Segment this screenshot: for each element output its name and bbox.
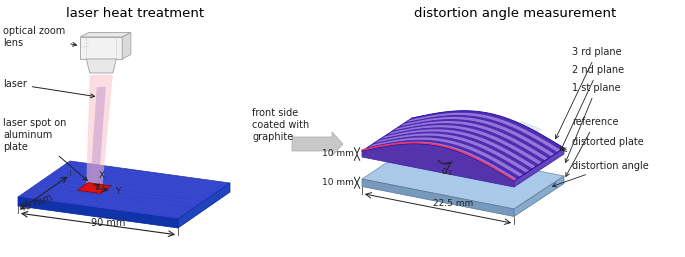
Text: laser heat treatment: laser heat treatment — [66, 7, 204, 20]
Polygon shape — [399, 117, 555, 156]
Polygon shape — [403, 115, 558, 154]
Polygon shape — [362, 179, 514, 216]
Polygon shape — [397, 119, 551, 158]
Text: 45 mm: 45 mm — [18, 192, 54, 214]
Polygon shape — [514, 176, 564, 216]
Polygon shape — [90, 87, 105, 191]
Polygon shape — [362, 142, 517, 181]
Polygon shape — [123, 32, 131, 59]
Polygon shape — [384, 127, 539, 167]
Text: optical zoom
lens: optical zoom lens — [3, 26, 77, 48]
Polygon shape — [406, 113, 561, 152]
Text: front side
coated with
graphite: front side coated with graphite — [252, 108, 309, 142]
Polygon shape — [409, 111, 564, 150]
Polygon shape — [514, 148, 564, 187]
Polygon shape — [481, 131, 549, 172]
Polygon shape — [362, 146, 564, 209]
Polygon shape — [18, 197, 178, 228]
FancyArrow shape — [292, 132, 343, 156]
Polygon shape — [371, 135, 527, 175]
Text: 3 rd plane: 3 rd plane — [556, 47, 621, 139]
Text: distorted plate: distorted plate — [562, 137, 644, 152]
Polygon shape — [80, 32, 131, 37]
Polygon shape — [18, 161, 230, 219]
Polygon shape — [387, 125, 542, 164]
Text: 10 mm: 10 mm — [322, 178, 354, 187]
Polygon shape — [86, 75, 113, 189]
Text: 22.5 mm: 22.5 mm — [433, 199, 473, 208]
Text: 90 mm: 90 mm — [91, 218, 125, 228]
Polygon shape — [377, 131, 533, 171]
Text: Y: Y — [115, 187, 121, 196]
Text: 10 mm: 10 mm — [322, 150, 354, 159]
Text: $\alpha_1$: $\alpha_1$ — [441, 166, 453, 178]
Polygon shape — [375, 133, 530, 173]
Polygon shape — [369, 137, 523, 177]
Polygon shape — [393, 121, 549, 160]
Polygon shape — [390, 123, 545, 162]
Polygon shape — [381, 129, 536, 169]
Polygon shape — [362, 144, 514, 187]
Polygon shape — [471, 122, 541, 162]
Polygon shape — [80, 37, 123, 59]
Text: laser spot on
aluminum
plate: laser spot on aluminum plate — [3, 118, 87, 180]
Text: laser: laser — [3, 79, 95, 98]
Polygon shape — [86, 59, 116, 73]
Text: X: X — [99, 171, 105, 180]
Text: distortion angle: distortion angle — [553, 161, 649, 187]
Polygon shape — [362, 111, 564, 181]
Text: 2 nd plane: 2 nd plane — [560, 65, 624, 151]
Text: 1 st plane: 1 st plane — [565, 83, 621, 163]
Text: reference: reference — [566, 117, 619, 177]
Polygon shape — [365, 140, 520, 179]
Polygon shape — [77, 183, 111, 194]
Polygon shape — [178, 183, 230, 228]
Polygon shape — [490, 141, 556, 181]
Text: distortion angle measurement: distortion angle measurement — [414, 7, 616, 20]
